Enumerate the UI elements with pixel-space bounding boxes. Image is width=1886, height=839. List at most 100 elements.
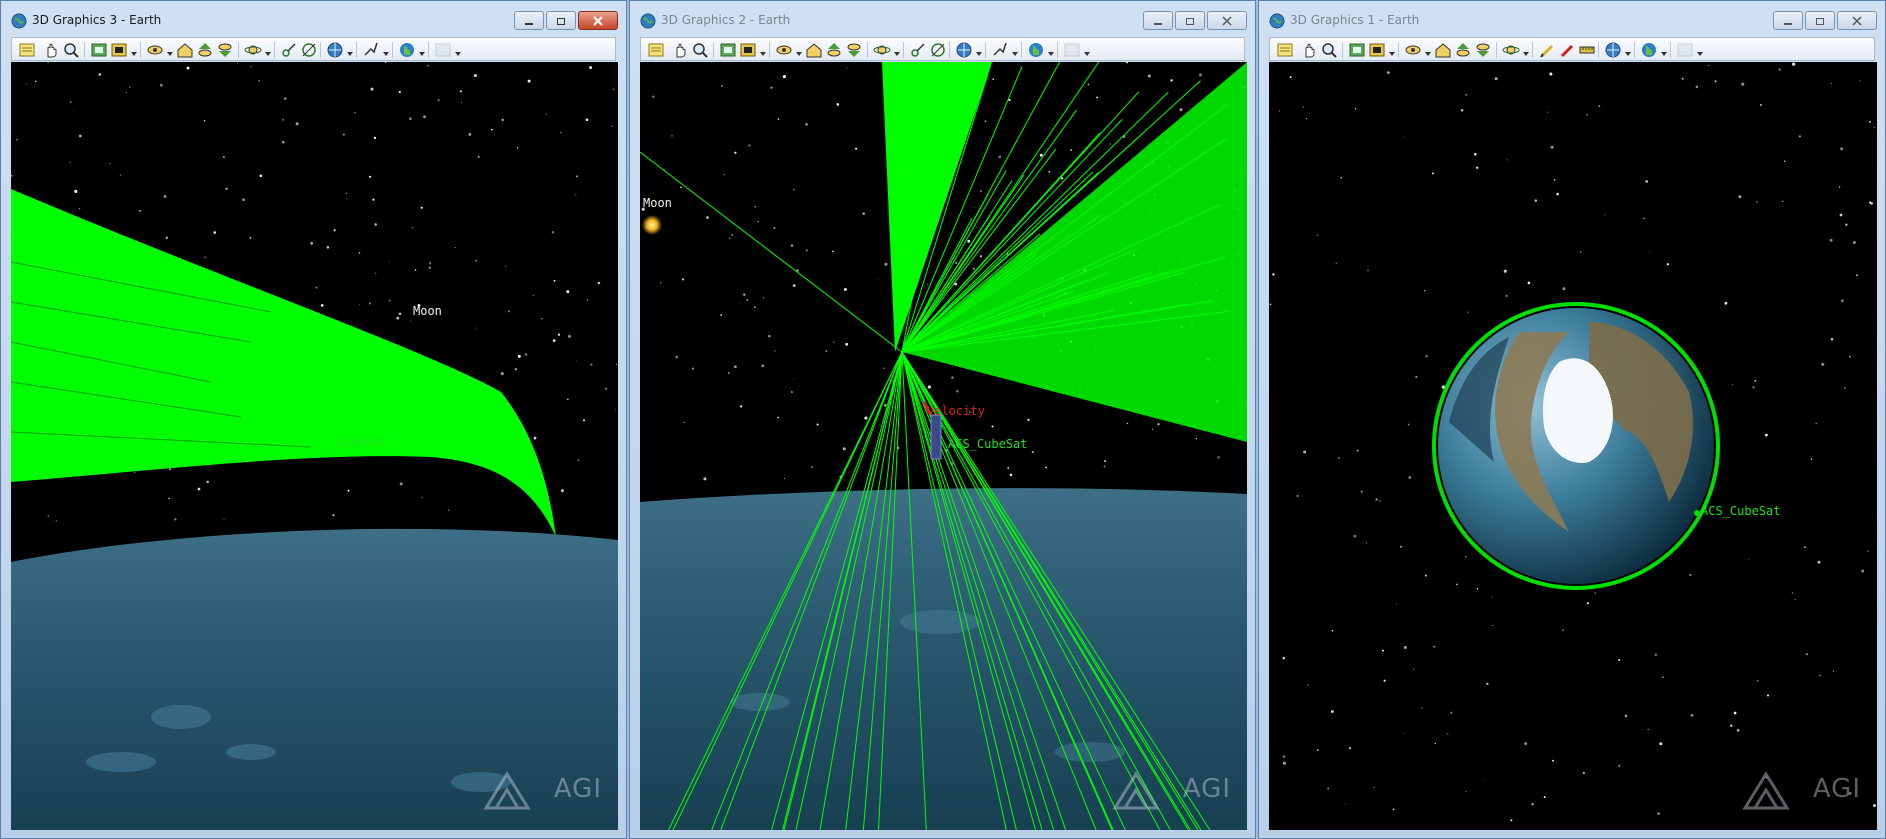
close-button[interactable] [1207,11,1247,30]
zoom-icon[interactable] [62,41,80,59]
access-line [782,351,903,830]
minimize-button[interactable] [514,11,544,30]
record-icon[interactable] [434,41,452,59]
top-view-icon[interactable] [1454,41,1472,59]
star [1465,93,1468,96]
3d-viewport[interactable]: Moon Velocity ACS_CubeSat AGI [640,62,1247,830]
properties-icon[interactable] [18,41,36,59]
agi-logo-mark-icon [1742,771,1790,810]
bottom-view-icon[interactable] [216,41,234,59]
star [347,489,350,492]
map-icon[interactable] [398,41,416,59]
star [1403,732,1405,734]
star [1839,213,1843,217]
home-view-icon[interactable] [176,41,194,59]
graphics-window-1[interactable]: 3D Graphics 1 - Earth [1258,0,1886,839]
star [1856,274,1858,277]
star [754,306,756,308]
3d-viewport[interactable]: Moon _CubeSat AGI [11,62,618,830]
access-line [901,351,1199,830]
lighting-icon[interactable] [300,41,318,59]
star [372,198,375,201]
access-line [901,290,1074,353]
star [1798,135,1801,138]
star [1766,694,1770,697]
star [783,478,785,480]
view-from-icon[interactable] [1404,41,1422,59]
measure-icon[interactable] [280,41,298,59]
properties-icon[interactable] [1276,41,1294,59]
top-view-icon[interactable] [825,41,843,59]
star [508,310,511,313]
orbit-view-icon[interactable] [1502,41,1520,59]
star [1708,65,1710,67]
star [691,367,695,370]
star [728,372,730,374]
restore-button[interactable] [546,11,576,30]
pencil-icon[interactable] [1538,41,1556,59]
map-icon[interactable] [1640,41,1658,59]
close-button[interactable] [1837,11,1877,30]
star [1756,201,1758,203]
star [139,209,141,212]
star [612,88,615,91]
measure-icon[interactable] [909,41,927,59]
orbit-view-icon[interactable] [244,41,262,59]
view-from-icon[interactable] [146,41,164,59]
properties-icon[interactable] [647,41,665,59]
restore-button[interactable] [1805,11,1835,30]
view-icon[interactable] [1348,41,1366,59]
pan-icon[interactable] [671,41,689,59]
star [1104,459,1107,463]
star [980,255,982,258]
globe-manager-icon[interactable] [1604,41,1622,59]
pan-icon[interactable] [42,41,60,59]
star [1791,592,1794,594]
globe-manager-icon[interactable] [326,41,344,59]
bottom-view-icon[interactable] [845,41,863,59]
graphics-window-2[interactable]: 3D Graphics 2 - Earth [629,0,1256,839]
tools-icon[interactable] [362,41,380,59]
access-line [901,310,1230,353]
zoom-icon[interactable] [691,41,709,59]
star [315,286,318,289]
star [1556,192,1559,196]
record-icon[interactable] [1676,41,1694,59]
tools-icon[interactable] [991,41,1009,59]
top-view-icon[interactable] [196,41,214,59]
tape-icon[interactable] [1578,41,1596,59]
3d-viewport[interactable]: ACS_CubeSat AGI [1269,62,1877,830]
view-icon[interactable] [719,41,737,59]
star [1527,281,1531,285]
star [1170,79,1173,82]
star [1543,796,1546,799]
pan-icon[interactable] [1300,41,1318,59]
snapshot-icon[interactable] [110,41,128,59]
title-bar[interactable]: 3D Graphics 2 - Earth [630,1,1255,37]
graphics-window-3[interactable]: 3D Graphics 3 - Earth [0,0,627,839]
title-bar[interactable]: 3D Graphics 3 - Earth [1,1,626,37]
snapshot-icon[interactable] [739,41,757,59]
record-icon[interactable] [1063,41,1081,59]
view-from-icon[interactable] [775,41,793,59]
orbit-view-icon[interactable] [873,41,891,59]
star [1282,761,1287,765]
access-line [901,180,1013,353]
title-bar[interactable]: 3D Graphics 1 - Earth [1259,1,1885,37]
home-view-icon[interactable] [1434,41,1452,59]
zoom-icon[interactable] [1320,41,1338,59]
minimize-button[interactable] [1143,11,1173,30]
minimize-button[interactable] [1773,11,1803,30]
star [168,497,170,500]
restore-button[interactable] [1175,11,1205,30]
close-button[interactable] [578,11,618,30]
snapshot-icon[interactable] [1368,41,1386,59]
home-view-icon[interactable] [805,41,823,59]
lighting-icon[interactable] [929,41,947,59]
globe-manager-icon[interactable] [955,41,973,59]
map-icon[interactable] [1027,41,1045,59]
ruler-icon[interactable] [1558,41,1576,59]
star [204,256,206,259]
bottom-view-icon[interactable] [1474,41,1492,59]
view-icon[interactable] [90,41,108,59]
